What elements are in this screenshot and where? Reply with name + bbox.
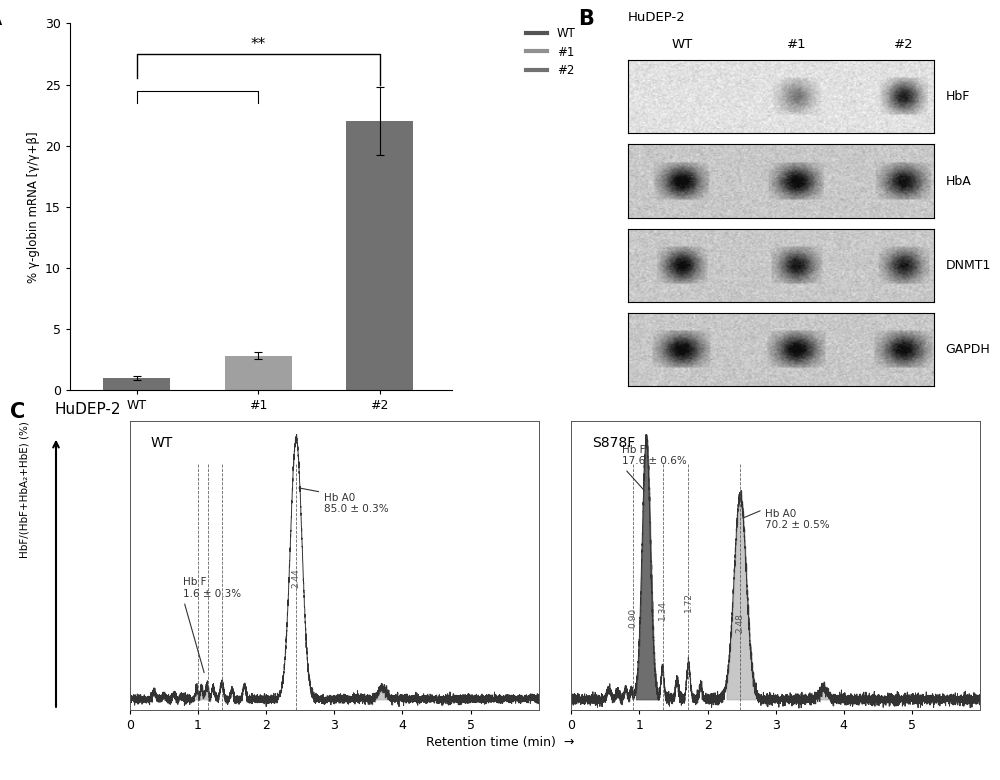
Bar — [103, 378, 170, 390]
Text: C: C — [10, 402, 25, 422]
Text: Hb F
1.6 ± 0.3%: Hb F 1.6 ± 0.3% — [183, 577, 241, 672]
Text: 2.48: 2.48 — [736, 613, 745, 633]
Text: WT: WT — [671, 38, 692, 51]
Text: 1.72: 1.72 — [684, 592, 693, 612]
Text: 2.44: 2.44 — [292, 569, 301, 588]
Text: #1: #1 — [787, 38, 806, 51]
Text: A: A — [0, 9, 2, 29]
Text: HuDEP-2: HuDEP-2 — [628, 11, 686, 23]
Text: Hb A0
85.0 ± 0.3%: Hb A0 85.0 ± 0.3% — [299, 488, 389, 514]
Text: S878F: S878F — [592, 435, 635, 449]
Text: HuDEP-2: HuDEP-2 — [55, 402, 122, 417]
Text: HbF: HbF — [946, 90, 970, 103]
Text: Hb A0
70.2 ± 0.5%: Hb A0 70.2 ± 0.5% — [743, 509, 830, 530]
Text: 1.34: 1.34 — [658, 600, 667, 620]
Y-axis label: % γ-globin mRNA [γ/γ+β]: % γ-globin mRNA [γ/γ+β] — [27, 131, 40, 282]
Text: WT: WT — [150, 435, 173, 449]
Legend: WT, #1, #2: WT, #1, #2 — [521, 22, 580, 82]
Text: DNMT1: DNMT1 — [946, 259, 991, 272]
Bar — [225, 356, 292, 390]
Text: HbA: HbA — [946, 175, 971, 187]
Text: Hb F
17.6 ± 0.6%: Hb F 17.6 ± 0.6% — [622, 445, 687, 491]
Text: GAPDH: GAPDH — [946, 343, 990, 356]
Text: 0.90: 0.90 — [628, 608, 637, 628]
Text: B: B — [579, 9, 594, 29]
Text: **: ** — [251, 37, 266, 51]
Text: #2: #2 — [894, 38, 913, 51]
Text: c.2633G>A: c.2633G>A — [285, 453, 352, 466]
Text: HbF/(HbF+HbA₂+HbE) (%): HbF/(HbF+HbA₂+HbE) (%) — [20, 421, 30, 558]
Bar — [346, 121, 413, 390]
Text: Retention time (min)  →: Retention time (min) → — [426, 736, 574, 749]
